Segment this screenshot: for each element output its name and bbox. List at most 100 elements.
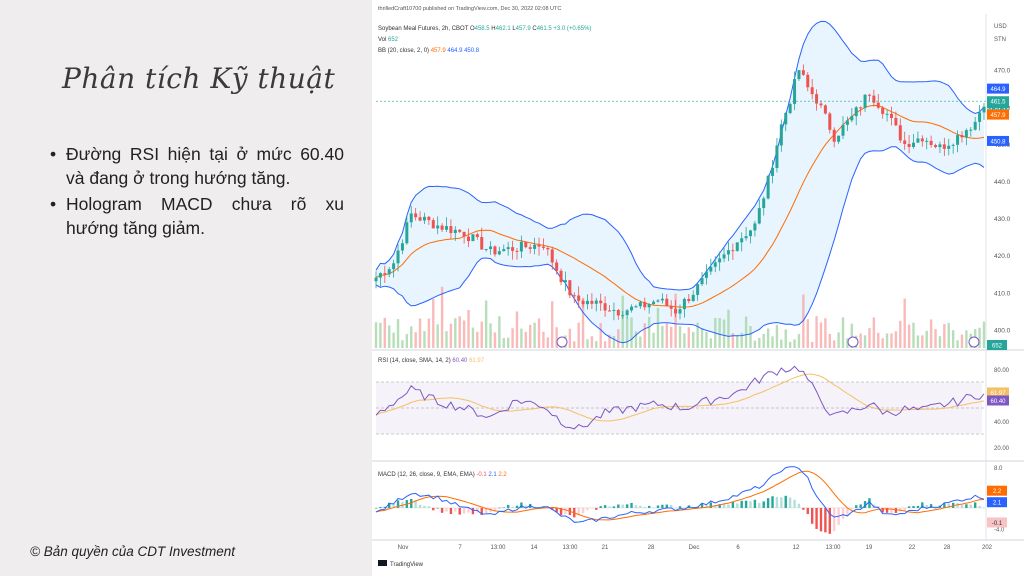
tradingview-chart[interactable]: 470.0460.0450.0440.0430.0420.0410.0400.0… <box>372 0 1024 576</box>
candle-body <box>867 94 871 96</box>
volume-bar <box>418 318 422 348</box>
macd-histogram-bar <box>868 498 871 508</box>
legend-value: -0.1 <box>476 472 488 478</box>
candle-body <box>687 298 691 302</box>
candle-body <box>634 306 638 308</box>
candle-body <box>964 130 968 138</box>
bullet-text-macd: Hologram MACD chưa rõ xu hướng tăng giảm… <box>66 194 344 238</box>
candle-body <box>898 125 902 141</box>
candle-body <box>925 140 929 142</box>
volume-bar <box>617 329 620 348</box>
legend-value: Vol <box>378 37 388 43</box>
price-badge <box>987 109 1009 120</box>
volume-bar <box>828 333 831 348</box>
volume-bar <box>484 300 488 348</box>
volume-bar <box>736 335 739 348</box>
candle-body <box>810 87 814 95</box>
rsi-badge <box>987 395 1009 406</box>
candle-body <box>801 70 805 75</box>
candle-body <box>515 250 519 252</box>
candle-body <box>550 249 554 263</box>
candle-body <box>502 249 506 252</box>
time-tick-label: 19 <box>866 545 873 551</box>
legend-value: 652 <box>388 37 399 43</box>
volume-bar <box>806 319 809 348</box>
chart-canvas[interactable]: 470.0460.0450.0440.0430.0420.0410.0400.0… <box>372 0 1024 576</box>
candle-body <box>449 226 453 234</box>
price-tick-label: 440.0 <box>994 179 1011 186</box>
macd-histogram-bar <box>506 504 510 508</box>
event-marker-icon[interactable] <box>968 336 980 348</box>
macd-histogram-bar <box>960 504 964 508</box>
tradingview-footer: TradingView <box>390 562 424 568</box>
macd-histogram-bar <box>423 505 426 508</box>
macd-histogram-bar <box>819 507 823 532</box>
volume-bar <box>700 328 704 348</box>
volume-bar <box>396 319 400 348</box>
candle-body <box>400 243 404 251</box>
macd-histogram-bar <box>665 504 668 508</box>
legend-value: L <box>512 26 516 32</box>
volume-bar <box>568 328 572 348</box>
macd-histogram-bar <box>859 504 862 508</box>
time-tick-label: 13:00 <box>562 545 578 551</box>
event-marker-icon[interactable] <box>847 336 859 348</box>
candle-body <box>815 94 819 104</box>
volume-bar <box>599 323 602 348</box>
time-tick-label: 13:00 <box>490 545 506 551</box>
candle-body <box>951 144 955 146</box>
macd-histogram-bar <box>639 505 642 508</box>
macd-tick-label: -4.0 <box>994 527 1005 533</box>
volume-bar <box>639 336 642 348</box>
volume-bar <box>833 340 836 348</box>
volume-bar <box>978 327 981 348</box>
time-tick-label: 13:00 <box>825 545 841 551</box>
macd-histogram-bar <box>965 504 968 508</box>
candle-body <box>467 236 471 242</box>
volume-bar <box>440 286 444 348</box>
volume-bar <box>476 331 479 348</box>
volume-bar <box>907 324 911 348</box>
macd-tick-label: 8.0 <box>994 466 1003 472</box>
macd-histogram-bar <box>749 501 752 508</box>
candle-body <box>422 216 426 221</box>
macd-histogram-bar <box>903 507 906 511</box>
macd-histogram-bar <box>445 507 448 512</box>
candle-body <box>859 107 863 109</box>
copyright-note: © Bản quyền của CDT Investment <box>30 544 236 559</box>
candle-body <box>744 236 748 239</box>
candle-body <box>740 238 744 243</box>
rsi-tick-label: 40.00 <box>994 420 1010 426</box>
slide-title: Phân tích Kỹ thuật <box>62 62 336 95</box>
volume-bar <box>388 325 391 348</box>
macd-histogram-bar <box>855 505 858 508</box>
candle-body <box>748 230 752 237</box>
macd-badge <box>987 497 1007 508</box>
candle-body <box>489 246 493 250</box>
candle-body <box>652 301 656 305</box>
legend-value: RSI (14, close, SMA, 14, 2) <box>378 358 452 364</box>
macd-badge <box>987 517 1007 528</box>
macd-histogram-bar <box>934 506 937 508</box>
candle-body <box>616 309 620 316</box>
volume-bar <box>872 317 876 348</box>
volume-bar <box>722 319 726 348</box>
time-tick-label: 28 <box>944 545 951 551</box>
volume-bar <box>925 330 928 348</box>
candle-body <box>427 216 431 221</box>
candle-body <box>405 222 409 244</box>
candle-body <box>704 271 708 278</box>
legend-value: 462.1 <box>496 26 513 32</box>
macd-badge-label: -0.1 <box>992 521 1003 527</box>
rsi-badge <box>987 387 1009 398</box>
event-marker-icon[interactable] <box>556 336 568 348</box>
volume-bar <box>577 322 580 348</box>
candle-body <box>938 144 942 148</box>
candle-body <box>762 198 766 209</box>
legend-value: 2.1 <box>488 472 498 478</box>
macd-histogram-bar <box>630 502 633 508</box>
macd-histogram-bar <box>956 503 959 508</box>
candle-body <box>392 263 396 270</box>
publish-note: thrilledCraft10700 published on TradingV… <box>378 6 561 12</box>
macd-histogram-bar <box>784 495 787 508</box>
